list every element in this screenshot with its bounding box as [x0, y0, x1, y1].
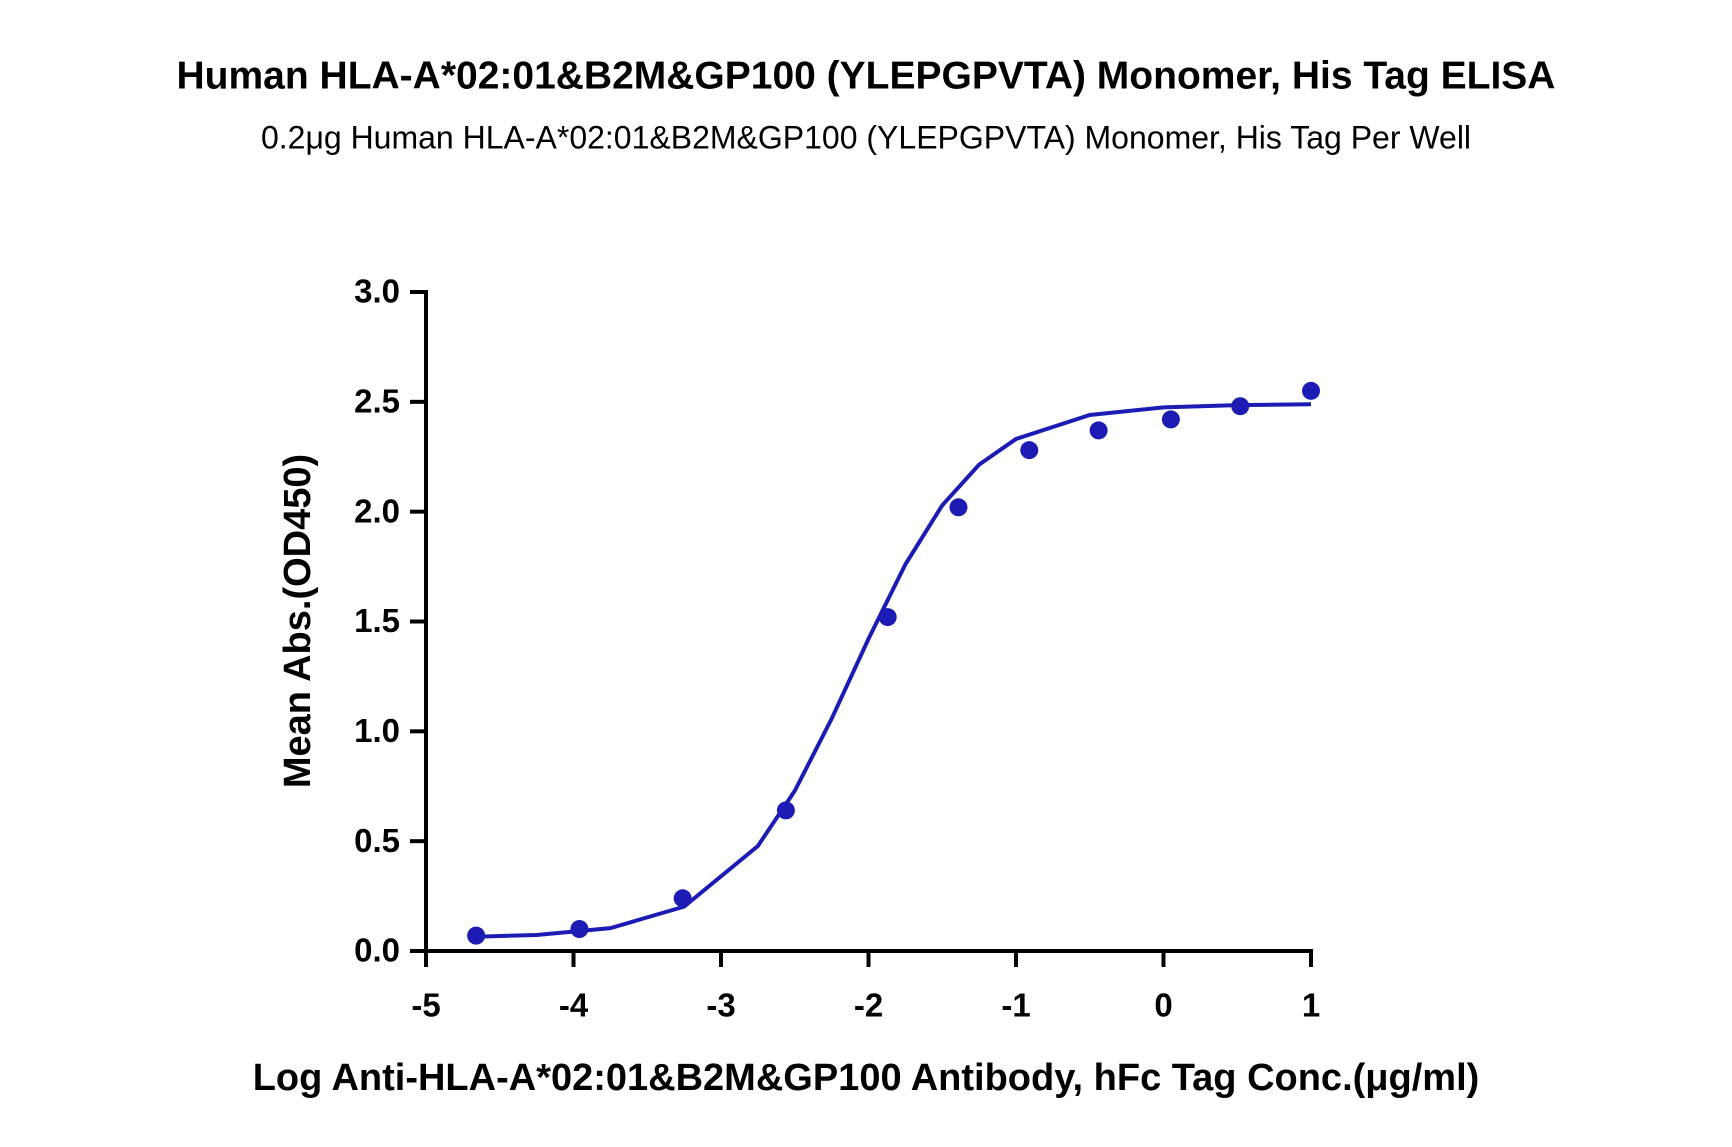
- data-point: [1231, 397, 1250, 416]
- x-axis-label: Log Anti-HLA-A*02:01&B2M&GP100 Antibody,…: [253, 1057, 1480, 1099]
- data-point: [673, 889, 692, 908]
- x-tick-label: -5: [411, 987, 440, 1024]
- y-tick-label: 1.5: [354, 602, 400, 639]
- chart-title: Human HLA-A*02:01&B2M&GP100 (YLEPGPVTA) …: [177, 54, 1556, 97]
- y-tick-label: 1.0: [354, 712, 400, 749]
- x-tick-label: 0: [1154, 987, 1172, 1024]
- data-point: [1089, 421, 1108, 440]
- y-tick-label: 2.5: [354, 383, 400, 420]
- x-tick-label: 1: [1302, 987, 1320, 1024]
- y-tick-label: 0.5: [354, 822, 400, 859]
- y-tick-label: 3.0: [354, 273, 400, 310]
- data-point: [570, 920, 589, 939]
- data-point: [878, 608, 897, 627]
- chart-subtitle: 0.2μg Human HLA-A*02:01&B2M&GP100 (YLEPG…: [261, 119, 1471, 155]
- data-point: [776, 801, 795, 820]
- data-point: [949, 498, 968, 517]
- fit-curve: [476, 402, 1312, 939]
- x-tick-label: -3: [706, 987, 735, 1024]
- x-tick-label: -2: [854, 987, 883, 1024]
- y-tick-label: 2.0: [354, 492, 400, 529]
- x-tick-label: -1: [1001, 987, 1030, 1024]
- x-tick-label: -4: [559, 987, 589, 1024]
- data-point: [1302, 381, 1320, 400]
- y-tick-label: 0.0: [354, 932, 400, 969]
- data-point: [1020, 441, 1039, 460]
- y-axis-label: Mean Abs.(OD450): [277, 454, 319, 788]
- data-point: [467, 926, 486, 945]
- data-point: [1161, 410, 1180, 429]
